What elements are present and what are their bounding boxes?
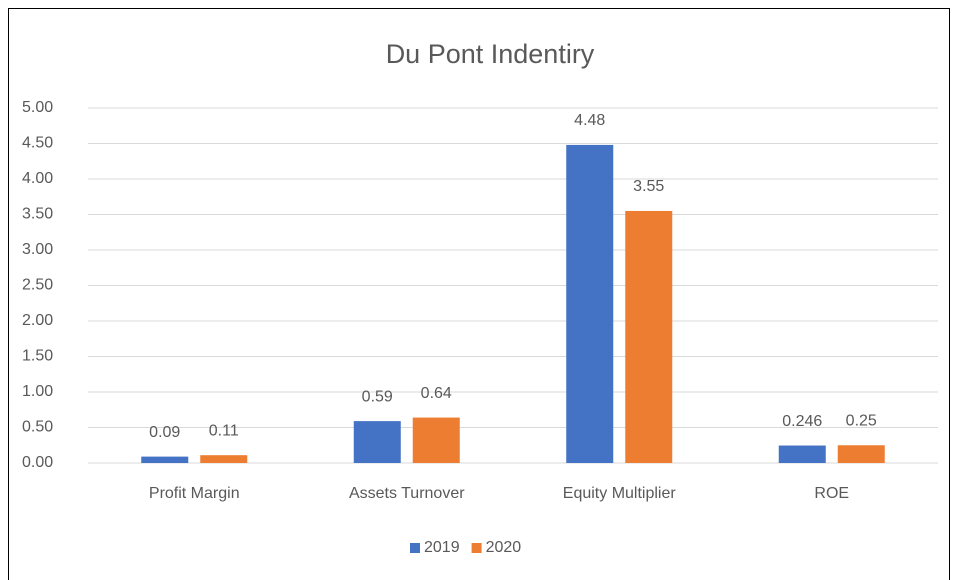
y-tick-label: 2.00 (22, 312, 53, 329)
bar (566, 144, 614, 464)
data-label: 0.25 (846, 412, 877, 429)
data-label: 0.59 (362, 388, 393, 405)
y-tick-label: 4.00 (22, 170, 53, 187)
bar (837, 445, 885, 463)
y-tick-label: 3.50 (22, 206, 53, 223)
x-tick-label: Equity Multiplier (563, 485, 677, 502)
y-tick-label: 2.50 (22, 277, 53, 294)
bar (353, 421, 401, 463)
y-tick-label: 5.00 (22, 99, 53, 116)
legend-label: 2020 (486, 539, 522, 556)
bar (778, 445, 826, 463)
bar (625, 210, 673, 463)
x-tick-label: Profit Margin (149, 485, 240, 502)
y-tick-label: 1.50 (22, 348, 53, 365)
data-label: 0.64 (421, 385, 452, 402)
data-label: 0.11 (209, 422, 239, 439)
data-label: 0.246 (782, 413, 822, 430)
data-label: 0.09 (149, 424, 180, 441)
bar (141, 456, 189, 463)
x-tick-label: Assets Turnover (349, 485, 465, 502)
chart-border (8, 8, 950, 580)
legend-swatch (471, 543, 482, 553)
bar (200, 455, 248, 463)
legend-swatch (410, 543, 420, 553)
x-tick-label: ROE (814, 485, 849, 502)
y-tick-label: 4.50 (22, 135, 53, 152)
chart-title: Du Pont Indentiry (386, 39, 595, 69)
data-label: 3.55 (633, 178, 664, 195)
y-tick-label: 3.00 (22, 241, 53, 258)
y-tick-label: 1.00 (22, 383, 53, 400)
y-tick-label: 0.50 (22, 419, 53, 436)
legend-label: 2019 (424, 539, 460, 556)
data-label: 4.48 (574, 112, 605, 129)
bar (412, 417, 460, 463)
y-tick-label: 0.00 (22, 454, 53, 471)
